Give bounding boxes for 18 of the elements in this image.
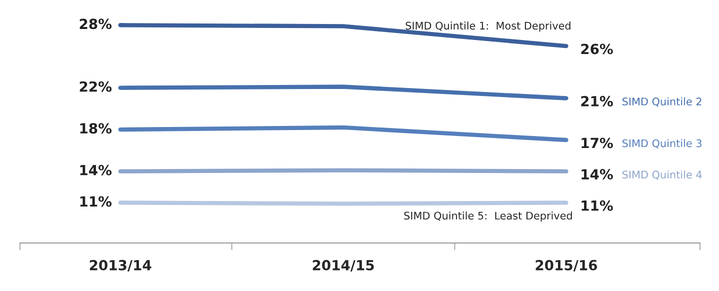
data-label: 18% (80, 123, 112, 134)
x-tick-label: 2013/14 (90, 260, 152, 272)
x-tick-label: 2015/16 (536, 260, 598, 272)
series-label: SIMD Quintile 1: Most Deprived (406, 22, 570, 32)
text: SIMD Quintile 3 (622, 139, 702, 148)
data-label: 26% (581, 44, 613, 54)
x-tick-label: 2014/15 (312, 260, 374, 272)
data-label: 28% (80, 18, 112, 30)
data-label: 22% (80, 81, 112, 92)
data-label: 21% (581, 96, 613, 106)
data-label: 17% (582, 138, 613, 148)
data-label: 11% (582, 200, 613, 211)
text: SIMD Quintile 4 (622, 170, 702, 180)
data-label: 11% (80, 196, 112, 207)
text: SIMD Quintile 2 (622, 97, 702, 107)
data-label: 14% (80, 164, 112, 176)
data-label: 14% (582, 169, 613, 180)
series-label: SIMD Quintile 5: Least Deprived (404, 212, 572, 222)
